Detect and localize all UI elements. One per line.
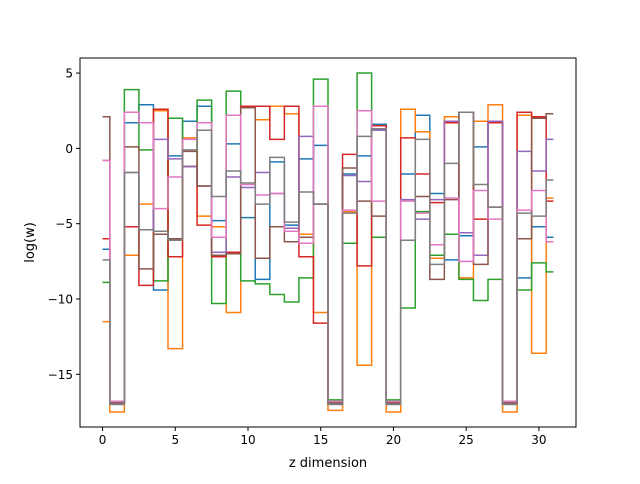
y-tick-label: −10 xyxy=(48,292,73,306)
x-tick-label: 5 xyxy=(171,433,179,447)
x-tick-label: 20 xyxy=(386,433,401,447)
x-tick-label: 30 xyxy=(531,433,546,447)
x-axis-label: z dimension xyxy=(289,456,367,471)
x-tick-label: 25 xyxy=(459,433,474,447)
x-tick-label: 10 xyxy=(240,433,255,447)
y-axis-ticks: −15 −10 −5 0 5 xyxy=(48,67,80,382)
series-line-7 xyxy=(102,111,554,406)
series-layer xyxy=(102,72,554,413)
y-tick-label: −5 xyxy=(55,217,73,231)
y-tick-label: 5 xyxy=(65,67,73,81)
y-axis-label: log(w) xyxy=(23,222,38,263)
y-tick-label: −15 xyxy=(48,368,73,382)
x-axis-ticks: 0 5 10 15 20 25 30 xyxy=(99,427,547,447)
plot-frame xyxy=(79,57,577,428)
x-tick-label: 15 xyxy=(313,433,328,447)
y-tick-label: 0 xyxy=(65,142,73,156)
x-tick-label: 0 xyxy=(99,433,107,447)
